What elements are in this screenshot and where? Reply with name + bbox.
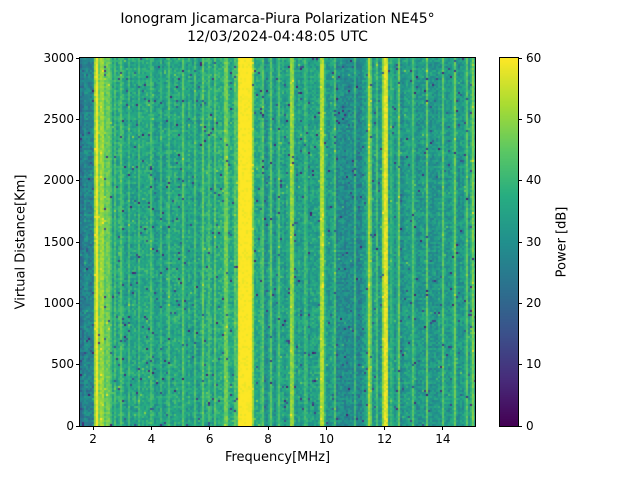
y-axis-label: Virtual Distance[Km] bbox=[13, 174, 29, 310]
title-block: Ionogram Jicamarca-Piura Polarization NE… bbox=[80, 11, 475, 46]
colorbar bbox=[499, 57, 519, 427]
x-tick-mark bbox=[442, 426, 444, 430]
plot-area bbox=[79, 57, 476, 427]
x-tick-label: 6 bbox=[205, 432, 214, 446]
colorbar-tick-mark bbox=[518, 425, 522, 427]
y-tick-label: 2500 bbox=[43, 111, 74, 126]
x-tick-mark bbox=[92, 426, 94, 430]
colorbar-tick-mark bbox=[518, 302, 522, 304]
x-tick-label: 4 bbox=[147, 432, 156, 446]
y-tick-label: 2000 bbox=[43, 173, 74, 188]
x-tick-mark bbox=[209, 426, 211, 430]
x-tick-label: 12 bbox=[376, 432, 393, 446]
colorbar-tick-mark bbox=[518, 180, 522, 182]
y-tick-mark bbox=[76, 180, 80, 182]
x-tick-label: 8 bbox=[264, 432, 272, 446]
colorbar-tick-label: 30 bbox=[526, 234, 542, 249]
colorbar-gradient bbox=[500, 58, 518, 426]
y-tick-mark bbox=[76, 364, 80, 366]
x-tick-label: 14 bbox=[435, 432, 451, 446]
y-tick-mark bbox=[76, 302, 80, 304]
colorbar-tick-label: 20 bbox=[526, 295, 542, 310]
colorbar-tick-label: 10 bbox=[526, 357, 542, 372]
x-tick-label: 10 bbox=[318, 432, 334, 446]
colorbar-tick-mark bbox=[518, 57, 522, 59]
colorbar-tick-mark bbox=[518, 241, 522, 243]
y-tick-label: 500 bbox=[51, 357, 74, 372]
y-tick-label: 1000 bbox=[43, 295, 74, 310]
y-tick-label: 0 bbox=[66, 418, 74, 433]
y-tick-label: 3000 bbox=[43, 50, 74, 65]
x-tick-mark bbox=[267, 426, 269, 430]
colorbar-label: Power [dB] bbox=[554, 206, 570, 278]
ionogram-heatmap bbox=[80, 58, 475, 426]
colorbar-tick-mark bbox=[518, 118, 522, 120]
y-tick-mark bbox=[76, 425, 80, 427]
x-tick-mark bbox=[150, 426, 152, 430]
y-tick-label: 1500 bbox=[43, 234, 74, 249]
x-tick-mark bbox=[384, 426, 386, 430]
y-tick-mark bbox=[76, 241, 80, 243]
colorbar-tick-mark bbox=[518, 364, 522, 366]
colorbar-tick-label: 40 bbox=[526, 173, 542, 188]
chart-title: Ionogram Jicamarca-Piura Polarization NE… bbox=[120, 11, 435, 27]
x-tick-label: 2 bbox=[89, 432, 97, 446]
colorbar-tick-label: 0 bbox=[526, 418, 534, 433]
y-tick-mark bbox=[76, 118, 80, 120]
colorbar-tick-label: 50 bbox=[526, 111, 542, 126]
chart-subtitle: 12/03/2024-04:48:05 UTC bbox=[187, 28, 368, 45]
x-axis-label: Frequency[MHz] bbox=[224, 450, 331, 465]
colorbar-tick-label: 60 bbox=[526, 50, 542, 65]
x-tick-mark bbox=[325, 426, 327, 430]
y-tick-mark bbox=[76, 57, 80, 59]
